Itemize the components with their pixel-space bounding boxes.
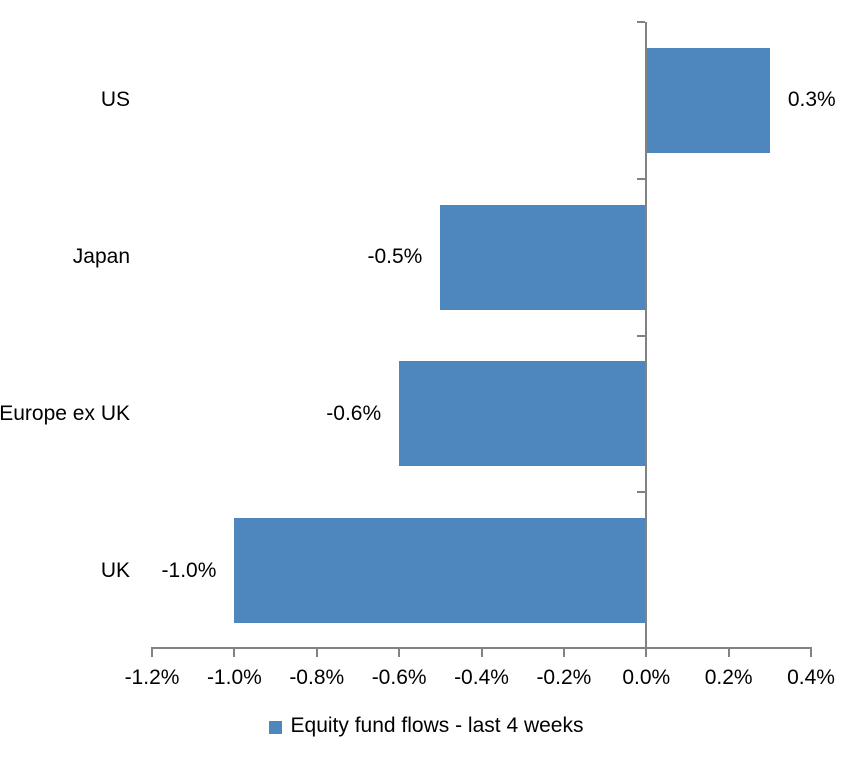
value-axis-tick-label: 0.0% (622, 666, 671, 689)
value-axis-tick-label: -0.8% (289, 666, 345, 689)
category-label-europe-ex-uk: Europe ex UK (0, 401, 130, 425)
value-axis-tick (233, 649, 236, 657)
bar-europe-ex-uk (399, 361, 647, 467)
value-axis-tick-label: -0.2% (536, 666, 592, 689)
legend: Equity fund flows - last 4 weeks (0, 714, 852, 738)
value-axis-tick (727, 649, 730, 657)
bar-uk (234, 518, 647, 624)
category-label-uk: UK (100, 558, 130, 582)
category-axis-line (645, 22, 648, 649)
data-label-europe-ex-uk: -0.6% (326, 401, 382, 425)
bar-japan (440, 204, 647, 310)
value-axis-tick (315, 649, 318, 657)
category-label-japan: Japan (72, 245, 130, 269)
bar-us (646, 47, 770, 153)
value-axis-tick-label: 0.4% (787, 666, 835, 689)
value-axis-tick (398, 649, 401, 657)
value-axis-tick (562, 649, 565, 657)
value-axis-tick-label: -1.0% (206, 666, 262, 689)
value-axis-tick-label: -1.2% (124, 666, 180, 689)
value-axis-tick (645, 649, 648, 657)
data-label-uk: -1.0% (161, 558, 217, 582)
data-label-japan: -0.5% (367, 245, 423, 269)
value-axis-tick (151, 649, 153, 657)
legend-swatch-icon (268, 721, 282, 734)
value-axis-tick-label: 0.2% (704, 666, 753, 689)
value-axis-tick (810, 649, 812, 657)
value-axis-tick-label: -0.4% (454, 666, 509, 689)
value-axis-tick-label: -0.6% (371, 666, 427, 689)
category-axis-tick (637, 177, 646, 180)
value-axis-tick (480, 649, 483, 657)
category-axis-tick (637, 491, 646, 494)
data-label-us: 0.3% (787, 88, 836, 112)
category-axis-tick (637, 21, 646, 23)
legend-label: Equity fund flows - last 4 weeks (290, 714, 584, 737)
category-label-us: US (100, 88, 130, 112)
value-axis-line (151, 647, 812, 649)
category-axis-tick (637, 334, 646, 337)
